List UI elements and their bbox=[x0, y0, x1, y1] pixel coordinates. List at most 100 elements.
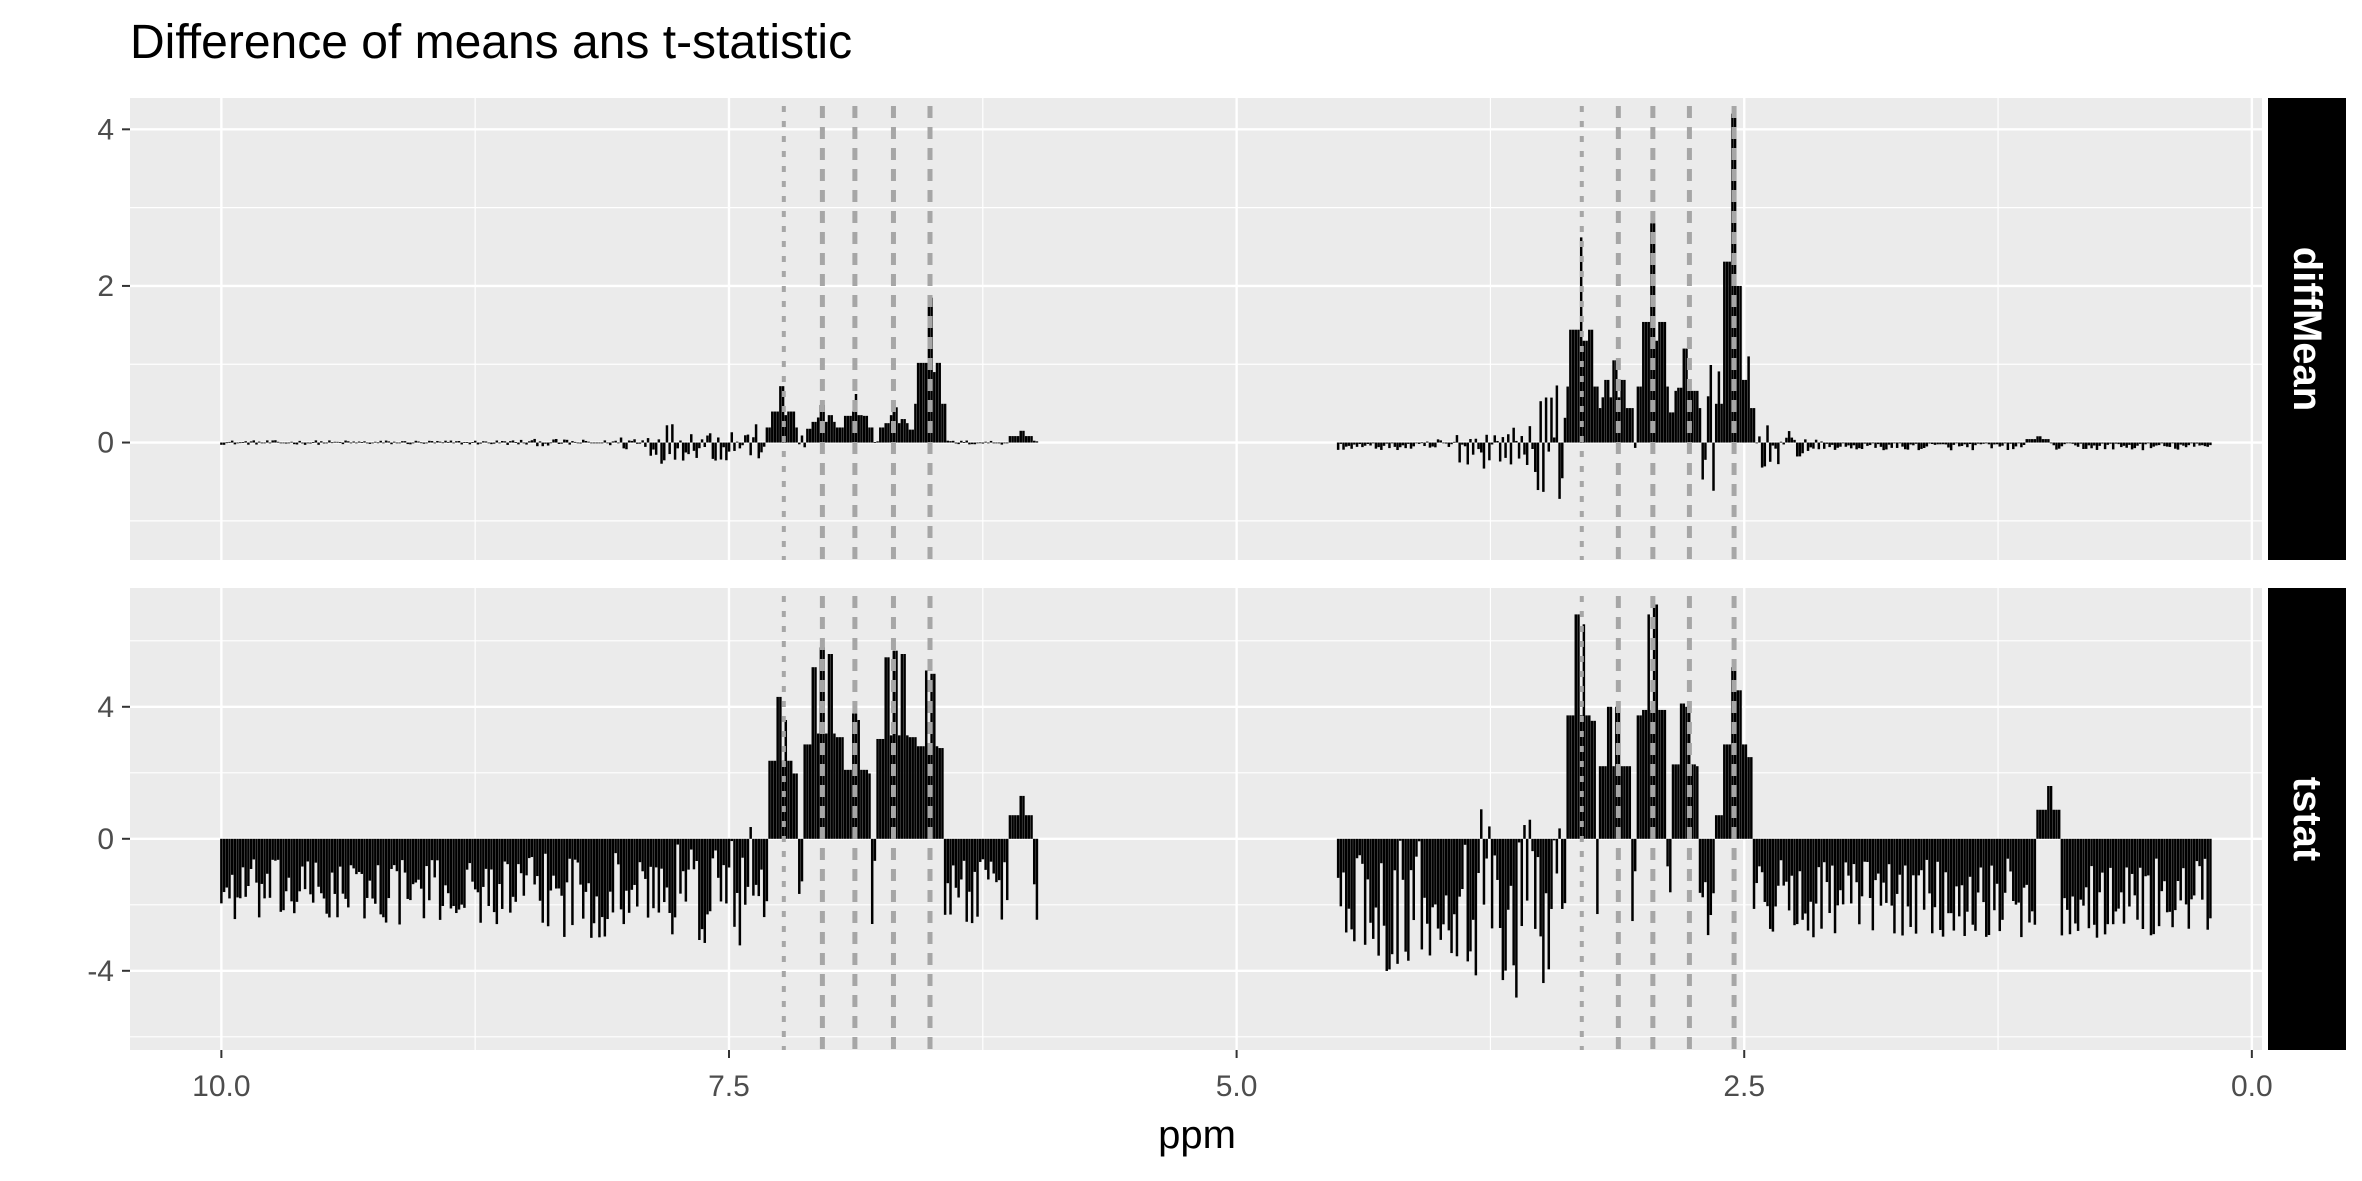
bar bbox=[1698, 408, 1702, 443]
bar bbox=[2201, 442, 2204, 446]
bar bbox=[1415, 838, 1418, 857]
bar bbox=[1509, 442, 1513, 465]
bar bbox=[1639, 715, 1642, 839]
bar bbox=[598, 838, 601, 938]
bar bbox=[622, 442, 625, 449]
bar bbox=[1582, 624, 1586, 839]
bar bbox=[1585, 340, 1588, 443]
bar bbox=[1660, 709, 1664, 839]
bar bbox=[1963, 838, 1966, 936]
bar bbox=[835, 737, 839, 839]
bar bbox=[957, 442, 960, 445]
bar bbox=[2176, 838, 2180, 881]
bar bbox=[768, 760, 771, 839]
bar bbox=[1377, 442, 1380, 448]
bar bbox=[1566, 715, 1569, 839]
bar bbox=[1536, 442, 1540, 491]
bar bbox=[436, 838, 439, 861]
bar bbox=[2017, 442, 2020, 444]
bar bbox=[1658, 321, 1661, 443]
bar bbox=[884, 423, 887, 443]
bar bbox=[1461, 838, 1464, 890]
bar bbox=[776, 696, 779, 839]
bar bbox=[1890, 838, 1893, 906]
bar bbox=[703, 838, 707, 943]
bar bbox=[1482, 442, 1486, 469]
bar bbox=[276, 838, 280, 860]
bar bbox=[1450, 442, 1453, 445]
bar bbox=[600, 838, 604, 918]
bar bbox=[1706, 838, 1710, 936]
bar bbox=[1882, 442, 1885, 451]
bar bbox=[257, 838, 261, 918]
bar bbox=[1812, 442, 1815, 449]
bar bbox=[392, 441, 396, 443]
bar bbox=[2198, 838, 2201, 867]
bar bbox=[290, 838, 293, 902]
bar bbox=[1444, 442, 1448, 444]
bar bbox=[627, 440, 631, 443]
bar bbox=[876, 738, 879, 839]
bar bbox=[503, 838, 507, 862]
bar bbox=[1014, 436, 1017, 443]
bar bbox=[1390, 838, 1394, 955]
bar bbox=[1003, 838, 1006, 863]
bar bbox=[1893, 838, 1896, 934]
bar bbox=[1914, 442, 1918, 444]
bar bbox=[846, 769, 850, 839]
bar bbox=[2039, 809, 2042, 839]
bar bbox=[1455, 435, 1459, 443]
bar bbox=[752, 437, 755, 443]
bar bbox=[984, 441, 987, 443]
bar bbox=[398, 442, 401, 444]
bar bbox=[1022, 795, 1025, 839]
bar bbox=[338, 441, 342, 443]
bar bbox=[1671, 412, 1675, 443]
bar bbox=[800, 838, 804, 882]
bar bbox=[552, 838, 555, 876]
bar bbox=[2063, 442, 2066, 445]
bar bbox=[808, 744, 812, 839]
bar bbox=[1552, 838, 1556, 841]
bar bbox=[1904, 442, 1907, 450]
bar bbox=[2082, 838, 2085, 906]
bar bbox=[1032, 838, 1036, 885]
bar bbox=[1906, 838, 1910, 907]
bar bbox=[668, 838, 671, 913]
bar bbox=[419, 838, 423, 889]
bar bbox=[652, 838, 655, 909]
bar bbox=[1571, 715, 1575, 839]
bar bbox=[649, 838, 652, 867]
bar bbox=[646, 438, 650, 443]
bar bbox=[973, 838, 977, 872]
bar bbox=[816, 417, 820, 443]
bar bbox=[419, 442, 423, 444]
bar bbox=[633, 439, 636, 443]
bar bbox=[1952, 838, 1956, 931]
bar bbox=[1909, 838, 1912, 927]
bar bbox=[1725, 261, 1729, 443]
bar bbox=[1498, 838, 1502, 928]
bar bbox=[1016, 815, 1020, 839]
gridlines bbox=[130, 588, 2262, 1050]
bar bbox=[1655, 604, 1659, 839]
bar bbox=[814, 421, 817, 443]
bar bbox=[1671, 764, 1675, 839]
bar bbox=[1434, 442, 1437, 448]
bar bbox=[360, 838, 364, 874]
bar bbox=[989, 838, 993, 862]
bar bbox=[684, 838, 688, 902]
bar bbox=[1633, 442, 1637, 448]
bar bbox=[2028, 838, 2031, 923]
bar bbox=[1442, 442, 1445, 444]
bar bbox=[492, 838, 496, 913]
bar bbox=[376, 838, 380, 866]
bar bbox=[922, 362, 925, 443]
bar bbox=[1350, 838, 1353, 930]
bar bbox=[679, 838, 682, 894]
panel-diffMean: 0 2 4 diffMean bbox=[97, 98, 2346, 560]
bar bbox=[514, 442, 517, 443]
bar bbox=[444, 838, 447, 886]
bar bbox=[2017, 838, 2020, 903]
